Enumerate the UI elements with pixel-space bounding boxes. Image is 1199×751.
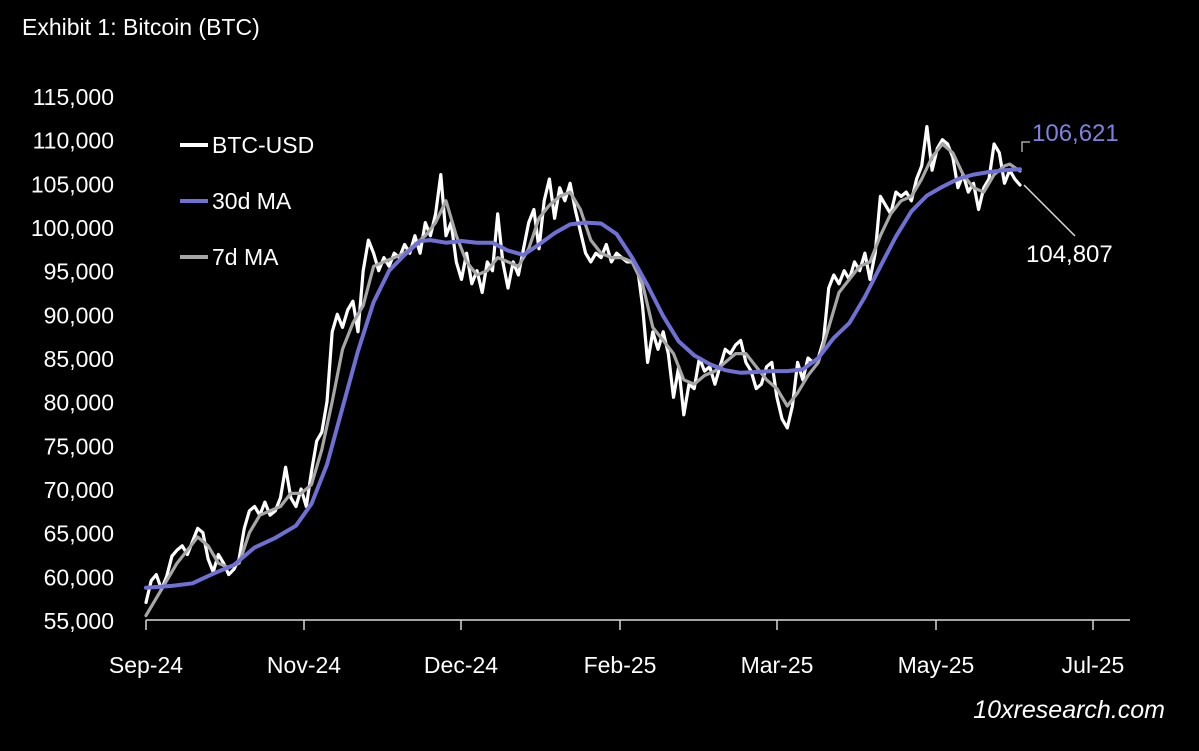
legend-label: 7d MA bbox=[212, 244, 279, 270]
chart-title: Exhibit 1: Bitcoin (BTC) bbox=[22, 14, 260, 40]
y-tick-label: 100,000 bbox=[31, 215, 114, 241]
x-tick-label: Dec-24 bbox=[424, 652, 498, 678]
y-tick-label: 115,000 bbox=[33, 84, 114, 110]
y-tick-label: 55,000 bbox=[44, 608, 114, 634]
y-tick-label: 75,000 bbox=[44, 433, 114, 459]
annotations: 106,621 104,807 bbox=[1021, 120, 1119, 268]
legend-label: BTC-USD bbox=[212, 132, 314, 158]
x-tick-label: May-25 bbox=[898, 652, 975, 678]
y-tick-label: 70,000 bbox=[44, 477, 114, 503]
y-tick-label: 60,000 bbox=[44, 564, 114, 590]
series-layer bbox=[144, 125, 1022, 618]
legend: BTC-USD 30d MA 7d MA bbox=[180, 132, 314, 270]
series-line-7d-ma bbox=[144, 142, 1022, 618]
x-tick-label: Sep-24 bbox=[109, 652, 183, 678]
annotation-price-value: 104,807 bbox=[1026, 241, 1113, 268]
x-axis: Sep-24 Nov-24 Dec-24 Feb-25 Mar-25 May-25 Jul-… bbox=[109, 619, 1130, 678]
x-tick-label: Feb-25 bbox=[584, 652, 657, 678]
annotation-30d-ma-value: 106,621 bbox=[1032, 120, 1119, 147]
y-tick-label: 105,000 bbox=[31, 171, 114, 197]
y-tick-label: 65,000 bbox=[44, 521, 114, 547]
annotation-leader-price bbox=[1023, 184, 1076, 237]
y-tick-label: 80,000 bbox=[44, 390, 114, 416]
legend-label: 30d MA bbox=[212, 188, 292, 214]
y-tick-label: 95,000 bbox=[44, 259, 114, 285]
x-tick-label: Jul-25 bbox=[1062, 652, 1125, 678]
x-tick-label: Mar-25 bbox=[741, 652, 814, 678]
y-tick-label: 85,000 bbox=[44, 346, 114, 372]
y-axis-ticks: 55,000 60,000 65,000 70,000 75,000 80,000 85,0… bbox=[31, 84, 114, 634]
annotation-leader-ma bbox=[1021, 141, 1030, 152]
x-tick-label: Nov-24 bbox=[267, 652, 341, 678]
series-line-30d-ma bbox=[144, 167, 1022, 590]
series-line-btc-usd bbox=[144, 125, 1022, 605]
y-tick-label: 110,000 bbox=[33, 128, 114, 154]
y-tick-label: 90,000 bbox=[44, 302, 114, 328]
watermark-text: 10xresearch.com bbox=[973, 696, 1165, 724]
